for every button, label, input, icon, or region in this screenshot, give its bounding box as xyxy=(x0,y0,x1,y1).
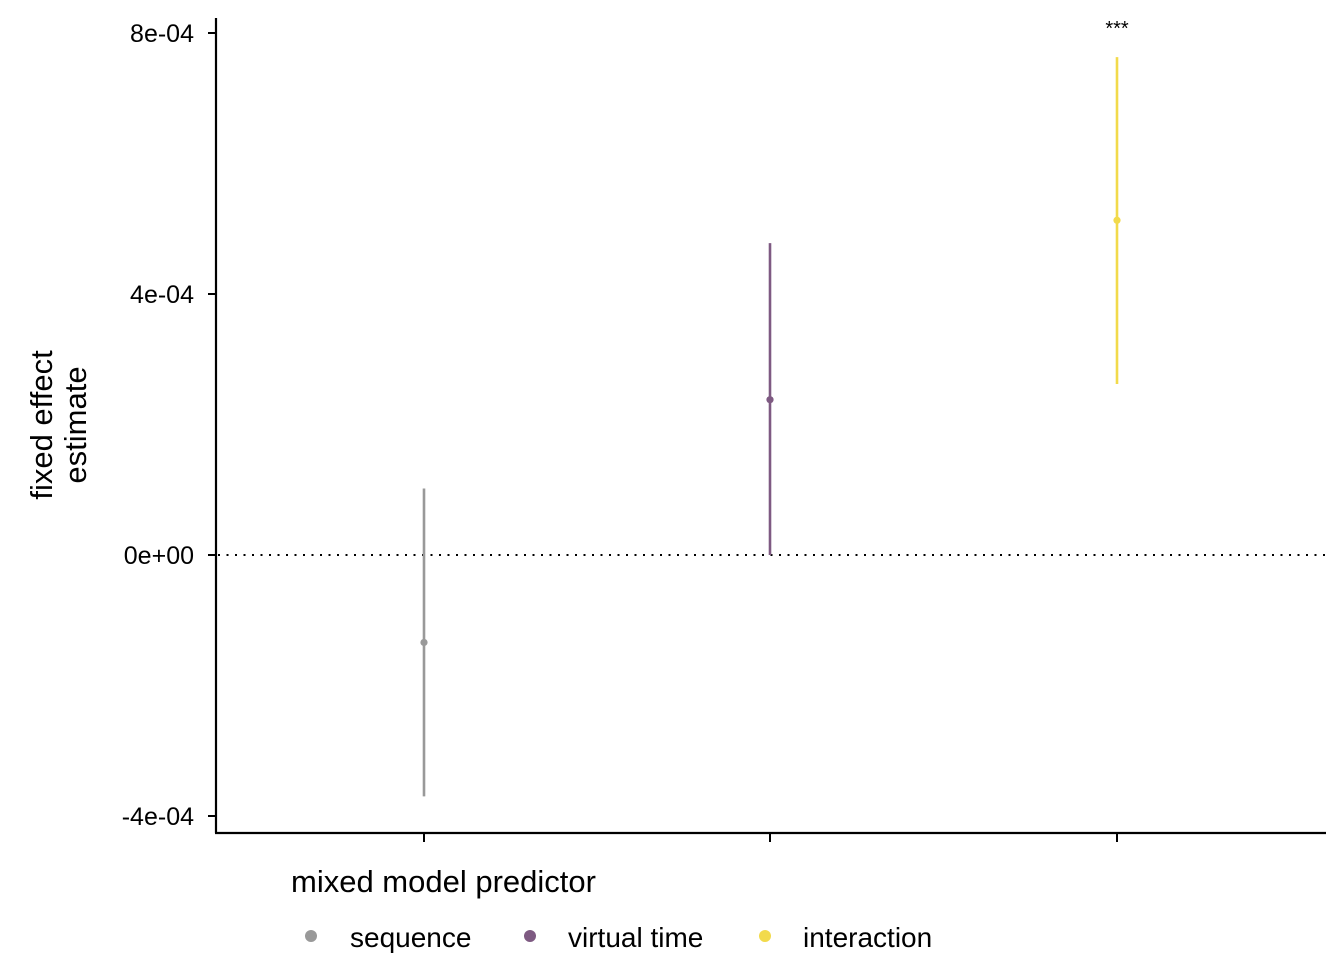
legend-key-virtual-time xyxy=(524,930,536,942)
y-axis-title-line: fixed effect xyxy=(24,350,59,500)
legend: sequence virtual time interaction xyxy=(305,922,932,953)
significance-label: *** xyxy=(1105,18,1129,40)
legend-label: interaction xyxy=(803,922,932,953)
error-bars: *** xyxy=(420,18,1129,797)
point-interaction xyxy=(1113,216,1121,224)
y-tick-label: 4e-04 xyxy=(130,281,194,309)
x-axis-ticks xyxy=(423,833,1118,842)
legend-key-sequence xyxy=(305,930,317,942)
y-tick-label: 0e+00 xyxy=(124,542,194,570)
y-axis-ticks: 8e-04 4e-04 0e+00 -4e-04 xyxy=(122,20,216,831)
point-sequence xyxy=(420,638,428,647)
legend-title: mixed model predictor xyxy=(291,864,596,899)
y-axis-title: fixed effectestimate xyxy=(24,350,93,500)
y-axis-title-line: estimate xyxy=(58,366,93,483)
y-tick-label: 8e-04 xyxy=(130,20,194,48)
legend-label: sequence xyxy=(350,922,471,953)
legend-key-interaction xyxy=(759,930,771,942)
y-tick-label: -4e-04 xyxy=(122,803,194,831)
legend-label: virtual time xyxy=(568,922,703,953)
point-virtual-time xyxy=(766,396,774,404)
